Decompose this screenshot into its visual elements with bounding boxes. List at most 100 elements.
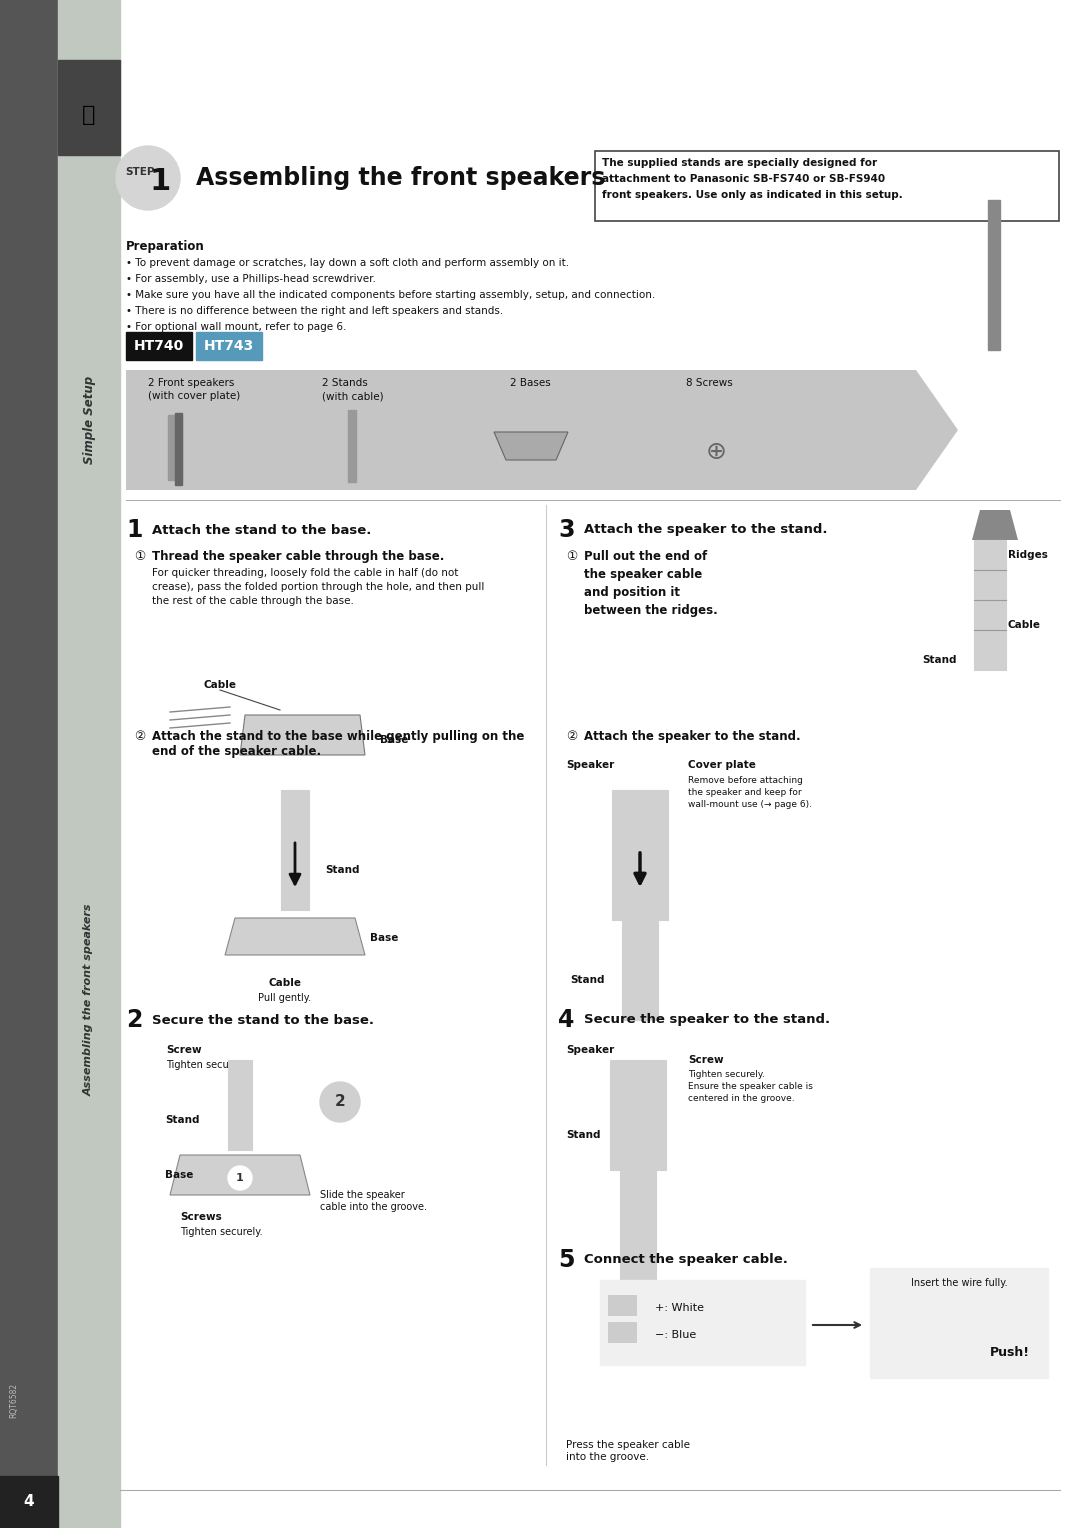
Text: • There is no difference between the right and left speakers and stands.: • There is no difference between the rig… (126, 306, 503, 316)
Bar (620, 1170, 656, 1280)
Text: Base: Base (380, 735, 408, 746)
Bar (58, 0, 120, 1528)
Text: 2 Bases: 2 Bases (510, 377, 551, 388)
Text: attachment to Panasonic SB-FS740 or SB-FS940: attachment to Panasonic SB-FS740 or SB-F… (602, 174, 886, 183)
Text: 5: 5 (558, 1248, 575, 1271)
Text: ②: ② (134, 730, 145, 743)
Text: 2: 2 (126, 1008, 143, 1031)
Bar (348, 410, 356, 481)
Text: Tighten securely.: Tighten securely. (166, 1060, 248, 1070)
Text: 3: 3 (558, 518, 575, 542)
Text: −: Blue: −: Blue (654, 1329, 697, 1340)
Bar (608, 1296, 636, 1316)
Bar (622, 920, 658, 1021)
Text: 1: 1 (237, 1174, 244, 1183)
Bar (988, 200, 1000, 350)
FancyBboxPatch shape (595, 151, 1059, 222)
Bar (0, 1476, 58, 1528)
Circle shape (320, 1082, 360, 1122)
Text: Secure the stand to the base.: Secure the stand to the base. (152, 1013, 374, 1027)
Text: Assembling the front speakers: Assembling the front speakers (84, 903, 94, 1096)
Text: Base: Base (165, 1170, 193, 1180)
Bar (228, 1060, 252, 1151)
Text: Attach the stand to the base.: Attach the stand to the base. (152, 524, 372, 536)
Text: Speaker: Speaker (566, 759, 615, 770)
Text: Stand: Stand (570, 975, 605, 986)
Text: 2: 2 (335, 1094, 346, 1109)
Text: ②: ② (566, 730, 577, 743)
Text: 1: 1 (126, 518, 143, 542)
Text: Screws: Screws (180, 1212, 221, 1222)
Text: Tighten securely.
Ensure the speaker cable is
centered in the groove.: Tighten securely. Ensure the speaker cab… (688, 1070, 813, 1103)
Text: Cover plate: Cover plate (688, 759, 756, 770)
Text: • Make sure you have all the indicated components before starting assembly, setu: • Make sure you have all the indicated c… (126, 290, 656, 299)
Text: STEP: STEP (125, 167, 154, 177)
Text: Press the speaker cable
into the groove.: Press the speaker cable into the groove. (566, 1439, 690, 1462)
Polygon shape (225, 918, 365, 955)
Text: For quicker threading, loosely fold the cable in half (do not
crease), pass the : For quicker threading, loosely fold the … (152, 568, 484, 607)
Text: Connect the speaker cable.: Connect the speaker cable. (584, 1253, 788, 1267)
Bar (281, 790, 309, 911)
Text: Assembling the front speakers: Assembling the front speakers (195, 167, 606, 189)
Text: ①: ① (134, 550, 145, 562)
Circle shape (116, 147, 180, 209)
Bar (610, 1060, 666, 1170)
Text: front speakers. Use only as indicated in this setup.: front speakers. Use only as indicated in… (602, 189, 903, 200)
Bar (612, 790, 669, 920)
Text: Screw: Screw (688, 1054, 724, 1065)
Text: 1: 1 (149, 168, 171, 197)
Text: Cable: Cable (269, 978, 301, 989)
Text: Screw: Screw (166, 1045, 202, 1054)
Text: • For assembly, use a Phillips-head screwdriver.: • For assembly, use a Phillips-head scre… (126, 274, 376, 284)
Text: • To prevent damage or scratches, lay down a soft cloth and perform assembly on : • To prevent damage or scratches, lay do… (126, 258, 569, 267)
Text: Thread the speaker cable through the base.: Thread the speaker cable through the bas… (152, 550, 444, 562)
Polygon shape (494, 432, 568, 460)
Text: Speaker: Speaker (566, 1045, 615, 1054)
Bar (974, 539, 1005, 669)
Text: 4: 4 (24, 1494, 35, 1510)
Polygon shape (972, 510, 1018, 539)
Text: Stand: Stand (325, 865, 360, 876)
Bar (0, 0, 58, 1528)
Text: 🔧: 🔧 (82, 105, 96, 125)
Text: Cable: Cable (203, 680, 237, 691)
Polygon shape (240, 715, 365, 755)
Bar (126, 332, 192, 361)
Bar (168, 416, 183, 480)
Bar (608, 1322, 636, 1342)
Circle shape (228, 1166, 252, 1190)
Bar (58, 60, 120, 154)
Text: Push!: Push! (990, 1346, 1030, 1360)
Text: 2 Stands
(with cable): 2 Stands (with cable) (322, 377, 383, 402)
Text: Base: Base (370, 934, 399, 943)
Text: Attach the speaker to the stand.: Attach the speaker to the stand. (584, 524, 827, 536)
Text: Slide the speaker
cable into the groove.: Slide the speaker cable into the groove. (320, 1190, 427, 1212)
Text: Stand: Stand (566, 1131, 600, 1140)
Text: 2 Front speakers
(with cover plate): 2 Front speakers (with cover plate) (148, 377, 240, 402)
Bar (600, 1280, 805, 1365)
Text: HT743: HT743 (204, 339, 254, 353)
Text: 4: 4 (558, 1008, 575, 1031)
Text: Pull out the end of
the speaker cable
and position it
between the ridges.: Pull out the end of the speaker cable an… (584, 550, 718, 617)
Bar (195, 332, 262, 361)
Text: ⊕: ⊕ (705, 440, 727, 465)
Text: RQT6582: RQT6582 (10, 1383, 18, 1418)
Text: Insert the wire fully.: Insert the wire fully. (910, 1277, 1008, 1288)
Text: Attach the speaker to the stand.: Attach the speaker to the stand. (584, 730, 800, 743)
Text: Remove before attaching
the speaker and keep for
wall-mount use (→ page 6).: Remove before attaching the speaker and … (688, 776, 812, 808)
Text: Cable: Cable (1008, 620, 1041, 630)
Bar (870, 1268, 1048, 1378)
Text: Attach the stand to the base while gently pulling on the
end of the speaker cabl: Attach the stand to the base while gentl… (152, 730, 525, 758)
Text: Secure the speaker to the stand.: Secure the speaker to the stand. (584, 1013, 831, 1027)
Text: +: White: +: White (654, 1303, 704, 1313)
Text: Tighten securely.: Tighten securely. (180, 1227, 262, 1238)
Text: ①: ① (566, 550, 577, 562)
Bar (175, 413, 183, 484)
Polygon shape (170, 1155, 310, 1195)
Text: Stand: Stand (922, 656, 957, 665)
Text: Preparation: Preparation (126, 240, 205, 254)
Text: 8 Screws: 8 Screws (686, 377, 732, 388)
Text: Stand: Stand (165, 1115, 200, 1125)
Polygon shape (126, 370, 958, 490)
Text: HT740: HT740 (134, 339, 184, 353)
